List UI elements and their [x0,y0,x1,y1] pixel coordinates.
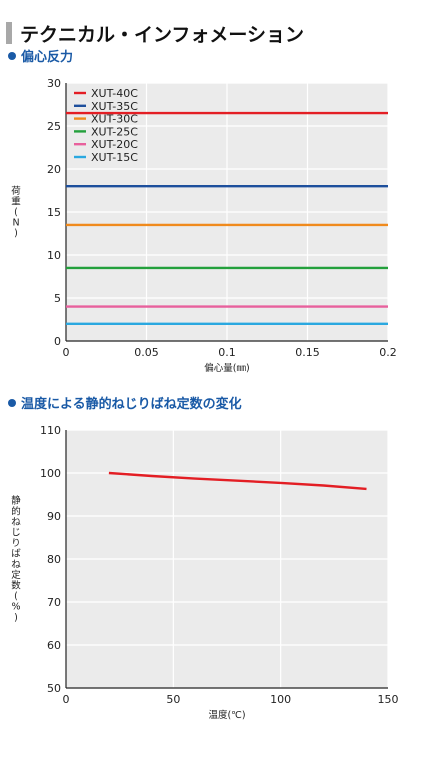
y-tick-label: 10 [47,249,61,262]
y-tick-label: 0 [54,335,61,348]
x-tick-label: 100 [270,693,291,706]
x-tick-label: 0.05 [134,346,159,359]
y-axis-title: 荷重(N) [11,186,21,239]
title-accent-bar [6,22,12,44]
y-tick-label: 5 [54,292,61,305]
x-tick-label: 0.1 [218,346,236,359]
bullet-icon [8,52,16,60]
x-tick-label: 0.15 [295,346,320,359]
section-heading-spring-constant: 温度による静的ねじりばね定数の変化 [8,393,242,412]
eccentric-reaction-chart: 0 0.05 0.1 0.15 0.2 0 5 10 15 20 25 30 XUT-40CXUT-35… [11,77,397,374]
section-heading-eccentric-reaction: 偏心反力 [8,46,73,65]
y-tick-label: 90 [47,510,61,523]
y-tick-label: 60 [47,639,61,652]
x-tick-label: 50 [166,693,180,706]
x-axis-title: 偏心量(㎜) [204,362,249,374]
x-tick-label: 0.2 [379,346,397,359]
y-tick-label: 110 [40,424,61,437]
x-tick-label: 0 [63,346,70,359]
legend-label: XUT-20C [91,138,138,151]
page-title: テクニカル・インフォメーション [20,24,305,46]
y-tick-label: 15 [47,206,61,219]
x-tick-label: 0 [63,693,70,706]
legend-label: XUT-30C [91,113,138,126]
y-tick-label: 100 [40,467,61,480]
y-tick-label: 70 [47,596,61,609]
legend-label: XUT-40C [91,87,138,100]
y-tick-label: 20 [47,163,61,176]
legend-label: XUT-15C [91,151,138,164]
y-axis-title: 静的ねじりばね定数(%) [11,495,21,624]
x-tick-label: 150 [378,693,399,706]
x-axis-title: 温度(℃) [208,709,245,721]
legend-label: XUT-25C [91,125,138,138]
y-tick-label: 50 [47,682,61,695]
section-heading-text: 温度による静的ねじりばね定数の変化 [21,397,242,412]
y-tick-label: 80 [47,553,61,566]
section-heading-text: 偏心反力 [21,50,74,65]
legend-label: XUT-35C [91,100,138,113]
bullet-icon [8,399,16,407]
y-tick-label: 30 [47,77,61,90]
y-tick-label: 25 [47,120,61,133]
series-line [108,471,367,491]
